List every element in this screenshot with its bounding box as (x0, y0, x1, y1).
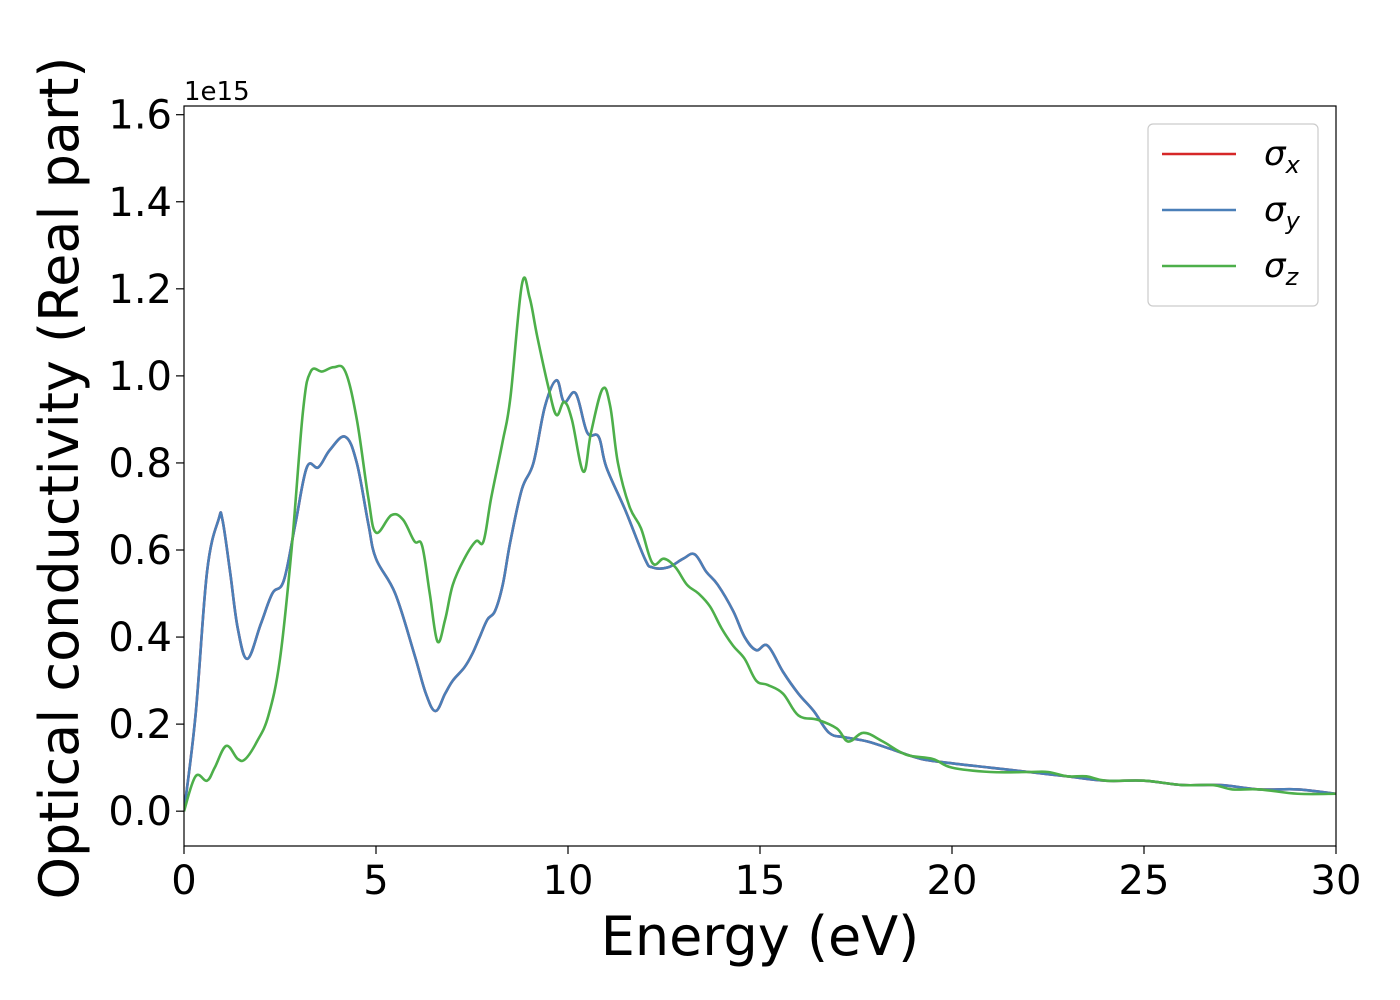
legend-label-sigma-y: σy (1264, 190, 1301, 235)
y-axis: 0.0 0.2 0.4 0.6 0.8 1.0 1.2 1.4 1.6 (108, 93, 184, 835)
x-axis-title: Energy (eV) (601, 905, 920, 968)
legend-box (1147, 123, 1319, 307)
x-tick-label: 10 (543, 858, 594, 904)
series-line-sigma-z (184, 276, 1336, 812)
y-tick-label: 0.4 (108, 615, 172, 661)
legend: σx σy σz (1147, 123, 1319, 307)
y-tick-label: 0.0 (108, 789, 172, 835)
y-tick-label: 1.2 (108, 267, 172, 313)
series-line-sigma-y (184, 378, 1336, 812)
legend-label-sigma-x: σx (1264, 134, 1301, 179)
x-tick-label: 20 (927, 858, 978, 904)
y-tick-label: 1.0 (108, 354, 172, 400)
y-tick-label: 1.4 (108, 180, 172, 226)
x-tick-label: 25 (1119, 858, 1170, 904)
series-layer (184, 276, 1336, 812)
x-tick-label: 15 (735, 858, 786, 904)
x-tick-label: 5 (363, 858, 388, 904)
x-tick-label: 0 (171, 858, 196, 904)
x-axis: 0 5 10 15 20 25 30 (171, 846, 1361, 904)
y-tick-label: 0.8 (108, 441, 172, 487)
y-tick-label: 1.6 (108, 93, 172, 139)
y-tick-label: 0.6 (108, 528, 172, 574)
legend-label-sigma-z: σz (1264, 246, 1300, 291)
y-axis-offset-label: 1e15 (184, 77, 250, 107)
y-tick-label: 0.2 (108, 702, 172, 748)
x-tick-label: 30 (1311, 858, 1362, 904)
y-axis-title: Optical conductivity (Real part) (28, 57, 91, 900)
